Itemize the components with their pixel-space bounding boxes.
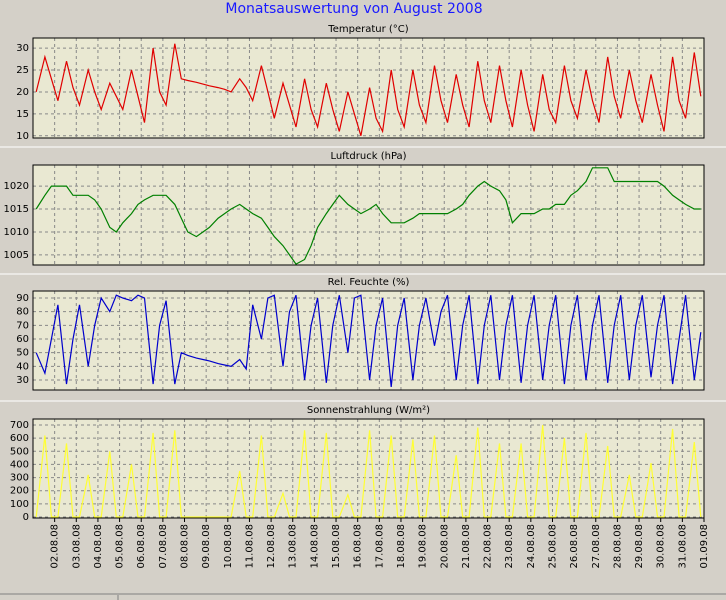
y-tick-label: 80 <box>16 307 29 318</box>
chart-subtitle: Luftdruck (hPa) <box>330 151 406 162</box>
y-tick-label: 1005 <box>4 250 29 261</box>
y-tick-label: 40 <box>16 361 29 372</box>
x-tick-label: 15.08.08 <box>331 524 342 569</box>
y-tick-label: 200 <box>10 486 29 497</box>
x-tick-label: 08.08.08 <box>180 524 191 569</box>
plot-area <box>33 165 704 265</box>
y-tick-label: 100 <box>10 499 29 510</box>
y-tick-label: 700 <box>10 420 29 431</box>
x-tick-label: 04.08.08 <box>93 524 104 569</box>
y-tick-label: 500 <box>10 446 29 457</box>
x-tick-label: 25.08.08 <box>547 524 558 569</box>
plot-border <box>32 164 705 266</box>
y-tick-label: 1015 <box>4 204 29 215</box>
x-tick-label: 01.09.08 <box>699 524 710 569</box>
plot-border <box>32 290 705 391</box>
x-tick-label: 18.08.08 <box>396 524 407 569</box>
chart-subtitle: Rel. Feuchte (%) <box>328 277 410 288</box>
x-tick-label: 09.08.08 <box>201 524 212 569</box>
x-tick-label: 20.08.08 <box>439 524 450 569</box>
x-tick-label: 02.08.08 <box>50 524 61 569</box>
y-tick-label: 60 <box>16 334 29 345</box>
y-tick-label: 0 <box>23 512 29 523</box>
x-tick-label: 30.08.08 <box>656 524 667 569</box>
x-tick-label: 13.08.08 <box>288 524 299 569</box>
x-tick-label: 07.08.08 <box>158 524 169 569</box>
data-line <box>35 167 701 265</box>
y-tick-label: 25 <box>16 65 29 76</box>
y-tick-label: 90 <box>16 293 29 304</box>
y-tick-label: 400 <box>10 459 29 470</box>
y-tick-label: 600 <box>10 433 29 444</box>
x-tick-label: 11.08.08 <box>244 524 255 569</box>
x-tick-label: 23.08.08 <box>504 524 515 569</box>
y-tick-label: 1010 <box>4 227 29 238</box>
x-tick-label: 17.08.08 <box>374 524 385 569</box>
y-tick-label: 30 <box>16 375 29 386</box>
x-tick-label: 29.08.08 <box>634 524 645 569</box>
x-tick-label: 14.08.08 <box>309 524 320 569</box>
chart-title: Monatsauswertung von August 2008 <box>225 1 482 17</box>
x-tick-label: 05.08.08 <box>115 524 126 569</box>
y-tick-label: 300 <box>10 473 29 484</box>
x-tick-label: 16.08.08 <box>353 524 364 569</box>
chart-subtitle: Temperatur (°C) <box>327 24 408 35</box>
plot-border <box>32 37 705 139</box>
x-tick-label: 28.08.08 <box>612 524 623 569</box>
x-tick-label: 26.08.08 <box>569 524 580 569</box>
x-tick-label: 06.08.08 <box>136 524 147 569</box>
y-tick-label: 50 <box>16 348 29 359</box>
x-tick-label: 22.08.08 <box>483 524 494 569</box>
plot-border <box>32 418 705 519</box>
x-tick-label: 21.08.08 <box>461 524 472 569</box>
y-tick-label: 30 <box>16 43 29 54</box>
x-tick-label: 31.08.08 <box>677 524 688 569</box>
y-tick-label: 15 <box>16 109 29 120</box>
x-tick-label: 27.08.08 <box>591 524 602 569</box>
y-tick-label: 20 <box>16 87 29 98</box>
plot-area <box>33 419 704 518</box>
x-tick-label: 24.08.08 <box>526 524 537 569</box>
data-line <box>35 43 702 136</box>
data-line <box>35 294 702 387</box>
x-tick-label: 03.08.08 <box>71 524 82 569</box>
x-tick-label: 19.08.08 <box>418 524 429 569</box>
x-tick-label: 10.08.08 <box>223 524 234 569</box>
x-tick-label: 12.08.08 <box>266 524 277 569</box>
y-tick-label: 1020 <box>4 181 29 192</box>
data-line <box>35 424 702 518</box>
y-tick-label: 70 <box>16 320 29 331</box>
y-tick-label: 10 <box>16 131 29 142</box>
chart-subtitle: Sonnenstrahlung (W/m²) <box>307 405 430 416</box>
